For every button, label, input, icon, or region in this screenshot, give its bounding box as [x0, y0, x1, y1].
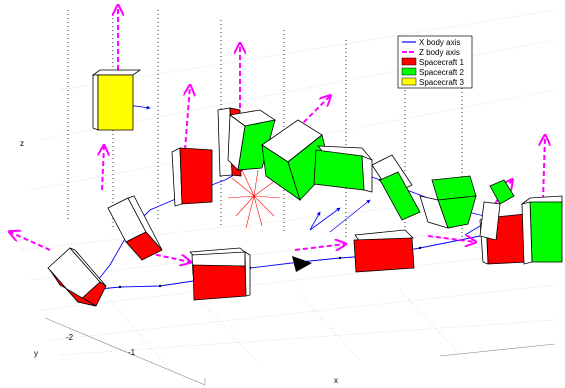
spacecraft-1-box-c — [107, 195, 163, 261]
spacecraft-1-box-b — [171, 147, 213, 207]
legend-label: Spacecraft 2 — [419, 68, 464, 77]
legend-item-spacecraft-3: Spacecraft 3 — [401, 77, 464, 87]
spacecraft-2-box-a — [227, 109, 277, 171]
spacecraft-3-box — [91, 69, 142, 131]
legend-item-x-body-axis: X body axis — [402, 38, 460, 47]
z-body-axis-arrows — [10, 6, 545, 262]
y-tick-label: -2 — [66, 333, 74, 342]
legend-item-spacecraft-2: Spacecraft 2 — [401, 67, 464, 77]
legend-label: X body axis — [419, 38, 460, 47]
spacecraft-2-box-f — [479, 179, 515, 241]
spacecraft-2-box-g — [520, 195, 563, 265]
legend-label: Spacecraft 1 — [419, 58, 464, 67]
legend-item-spacecraft-1: Spacecraft 1 — [401, 57, 464, 67]
y-axis-label: y — [34, 349, 38, 358]
x-axis-label: x — [334, 376, 338, 385]
star-burst — [227, 169, 281, 229]
spacecraft-1-box-e — [189, 247, 251, 301]
spacecraft-boxes — [47, 69, 563, 307]
spacecraft-2-box-c — [313, 145, 373, 193]
spacecraft-2-box-d — [371, 154, 421, 221]
axis-box — [44, 317, 556, 386]
legend-label: Spacecraft 3 — [419, 78, 464, 87]
legend: X body axis Z body axis Spacecraft 1 Spa… — [397, 35, 473, 89]
spacecraft-1-box-f — [353, 229, 415, 273]
spacecraft-1-box-d — [47, 247, 107, 307]
legend-item-z-body-axis: Z body axis — [402, 48, 460, 57]
spacecraft-2-box-e — [419, 175, 477, 229]
z-axis-label: z — [20, 139, 24, 148]
y-tick-label: -1 — [128, 348, 136, 357]
legend-label: Z body axis — [419, 48, 460, 57]
